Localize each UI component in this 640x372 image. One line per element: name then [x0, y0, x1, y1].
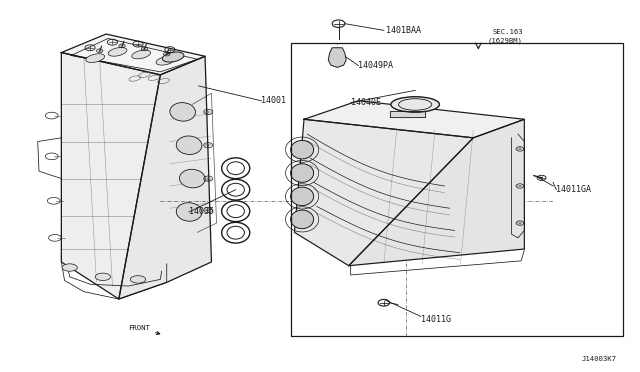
Ellipse shape	[108, 48, 127, 56]
Ellipse shape	[163, 52, 184, 62]
Text: SEC.163: SEC.163	[492, 29, 523, 35]
Polygon shape	[61, 34, 205, 75]
Polygon shape	[119, 56, 211, 299]
Text: 14049PA: 14049PA	[358, 61, 394, 70]
Ellipse shape	[291, 210, 314, 229]
Polygon shape	[304, 101, 524, 138]
Polygon shape	[61, 52, 161, 299]
Ellipse shape	[170, 103, 195, 121]
Polygon shape	[294, 119, 473, 266]
Ellipse shape	[86, 54, 104, 62]
Polygon shape	[390, 111, 426, 117]
Text: 14001: 14001	[261, 96, 286, 105]
Polygon shape	[349, 119, 524, 266]
Text: 1401BAA: 1401BAA	[386, 26, 420, 35]
Ellipse shape	[291, 140, 314, 159]
Text: J14003K7: J14003K7	[582, 356, 617, 362]
Ellipse shape	[62, 264, 77, 271]
Text: 14011GA: 14011GA	[556, 185, 591, 194]
Ellipse shape	[291, 164, 314, 182]
Ellipse shape	[179, 169, 205, 188]
Text: FRONT: FRONT	[129, 325, 160, 334]
Polygon shape	[328, 48, 346, 67]
Ellipse shape	[291, 187, 314, 206]
Text: 14035: 14035	[189, 208, 214, 217]
Bar	[291, 43, 623, 336]
Ellipse shape	[156, 57, 175, 65]
Text: 14011G: 14011G	[421, 315, 451, 324]
Ellipse shape	[131, 276, 146, 283]
Ellipse shape	[176, 136, 202, 154]
Ellipse shape	[391, 97, 440, 112]
Text: 14040E: 14040E	[351, 98, 381, 107]
Ellipse shape	[176, 203, 202, 221]
Ellipse shape	[95, 273, 111, 280]
Ellipse shape	[132, 50, 150, 59]
Text: (1629BM): (1629BM)	[487, 37, 522, 44]
